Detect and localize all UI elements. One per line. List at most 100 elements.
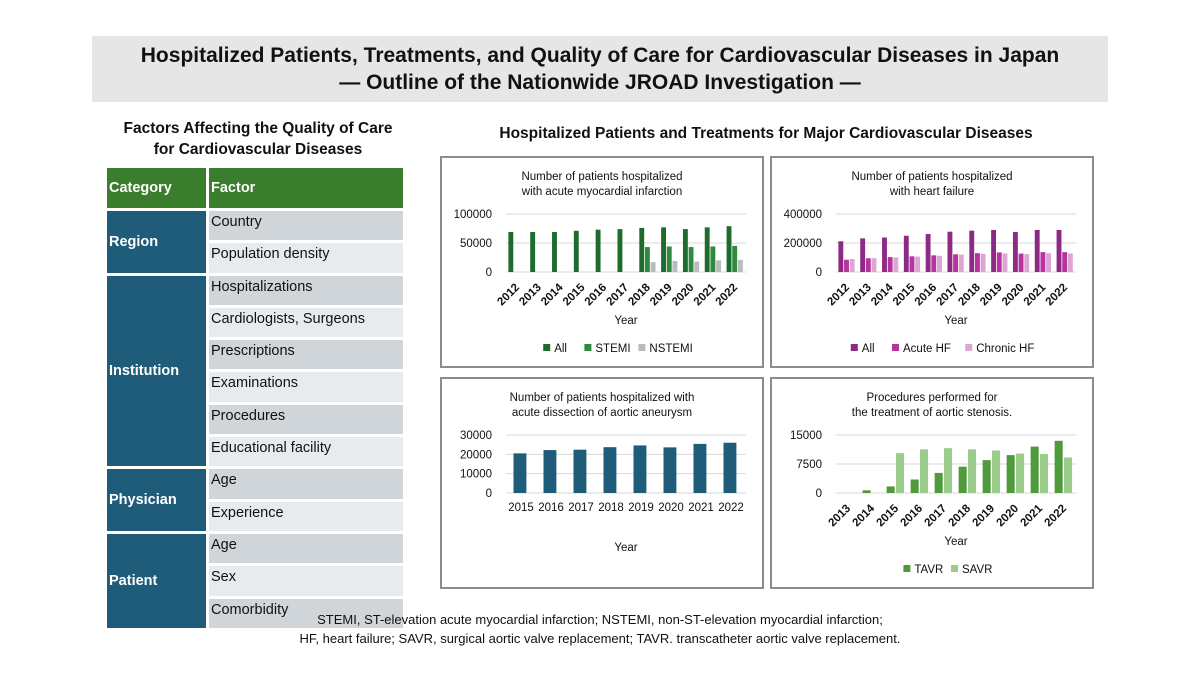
bar-acute-hf [1062, 252, 1068, 272]
bar-tavr [910, 479, 919, 493]
bar-all [704, 227, 710, 272]
bar-tavr [1054, 440, 1063, 493]
bar-acute-hf [974, 253, 980, 272]
y-tick-label: 400000 [784, 209, 822, 221]
x-tick-label: 2020 [995, 503, 1022, 530]
x-tick-label: 2016 [899, 503, 926, 530]
bar-nstemi [694, 261, 700, 272]
bar-all [903, 235, 909, 272]
bar-savr [1064, 457, 1073, 493]
x-tick-label: 2019 [978, 282, 1005, 309]
y-tick-label: 0 [486, 488, 492, 500]
bar-all [925, 234, 931, 272]
x-tick-label: 2021 [1019, 502, 1046, 529]
bar-patients [603, 447, 617, 493]
factor-row: Examinations [107, 370, 403, 405]
chart-title-line: acute dissection of aortic aneurysm [512, 407, 692, 419]
factors-title-line2: for Cardiovascular Diseases [153, 141, 363, 158]
x-tick-label: 2016 [583, 282, 610, 309]
y-tick-label: 10000 [460, 469, 492, 481]
bar-acute-hf [909, 256, 915, 272]
bar-chronic-hf [893, 257, 899, 272]
bar-savr [920, 449, 929, 493]
category-cell: Physician [107, 467, 209, 534]
x-tick-label: 2021 [692, 281, 719, 308]
factor-row: Comorbidity [107, 597, 403, 631]
factors-table-body: Region Country Population density Instituti… [107, 209, 403, 631]
bar-all [661, 227, 667, 272]
legend-swatch [638, 344, 646, 351]
x-axis-title: Year [944, 315, 967, 327]
bar-tavr [1030, 446, 1039, 493]
legend-swatch [543, 344, 551, 351]
legend-swatch [965, 344, 973, 351]
category-cell: Region [107, 209, 209, 276]
x-tick-label: 2012 [495, 282, 522, 309]
y-tick-label: 7500 [796, 459, 822, 471]
legend-label: All [862, 343, 875, 355]
bar-all [860, 238, 866, 272]
bar-all [508, 231, 514, 272]
bar-patients [543, 450, 557, 493]
y-tick-label: 20000 [460, 449, 492, 461]
bar-all [682, 229, 688, 272]
bar-chronic-hf [1046, 253, 1051, 272]
bar-tavr [958, 466, 967, 493]
bar-stemi [688, 247, 694, 272]
x-tick-label: 2017 [605, 282, 632, 309]
x-tick-label: 2012 [825, 282, 852, 309]
factor-cell: Examinations [207, 370, 403, 405]
x-tick-label: 2016 [538, 502, 564, 514]
category-column-header: Category [107, 168, 209, 211]
x-tick-label: 2017 [568, 502, 594, 514]
chart-title-line: with heart failure [889, 186, 974, 198]
x-axis-title: Year [944, 536, 967, 548]
chart-heart-failure: Number of patients hospitalized with hear… [784, 171, 1076, 355]
factor-cell: Comorbidity [207, 597, 403, 631]
x-tick-label: 2022 [1044, 282, 1071, 309]
factor-cell: Population density [207, 241, 403, 276]
bar-all [573, 230, 579, 272]
bar-chronic-hf [937, 255, 942, 272]
bar-chronic-hf [1024, 254, 1030, 272]
legend-swatch [951, 565, 958, 572]
bar-chronic-hf [1002, 253, 1008, 272]
factor-row: Institution Hospitalizations [107, 274, 403, 470]
factor-row: Patient Age [107, 532, 403, 631]
chart-panel-hf: Number of patients hospitalized with hear… [770, 156, 1094, 368]
bar-acute-hf [887, 257, 893, 272]
x-tick-label: 2020 [658, 502, 684, 514]
legend-label: TAVR [914, 564, 943, 576]
x-tick-label: 2017 [935, 282, 962, 309]
bar-chronic-hf [980, 253, 986, 272]
bar-all [882, 237, 887, 272]
legend-swatch [892, 344, 899, 351]
bar-patients [513, 453, 527, 493]
bar-chronic-hf [958, 254, 964, 272]
factor-cell: Age [207, 467, 403, 502]
factor-row: Physician Age [107, 467, 403, 534]
legend-label: STEMI [595, 343, 630, 355]
chart-aortic-dissection: Number of patients hospitalized with acut… [460, 392, 746, 554]
bar-all [726, 226, 732, 272]
y-tick-label: 100000 [454, 209, 492, 221]
bar-all [1034, 229, 1040, 272]
bar-patients [633, 445, 647, 493]
x-tick-label: 2018 [626, 281, 653, 308]
chart-title-line: Number of patients hospitalized [851, 171, 1012, 183]
legend-swatch [850, 344, 858, 351]
bar-stemi [666, 246, 672, 272]
chart-title-line: Number of patients hospitalized [521, 171, 682, 183]
x-tick-label: 2021 [1022, 281, 1049, 308]
x-tick-label: 2013 [847, 282, 874, 309]
bar-savr [896, 453, 905, 493]
bar-tavr [982, 460, 991, 493]
bar-all [639, 227, 645, 272]
factors-table: Category Factor Region Country Population … [107, 168, 403, 631]
bar-nstemi [737, 259, 743, 272]
x-tick-label: 2016 [913, 282, 940, 309]
bar-stemi [710, 246, 716, 272]
bar-patients [693, 443, 707, 493]
bar-all [595, 229, 601, 272]
chart-ami: Number of patients hospitalized with acut… [454, 171, 746, 355]
